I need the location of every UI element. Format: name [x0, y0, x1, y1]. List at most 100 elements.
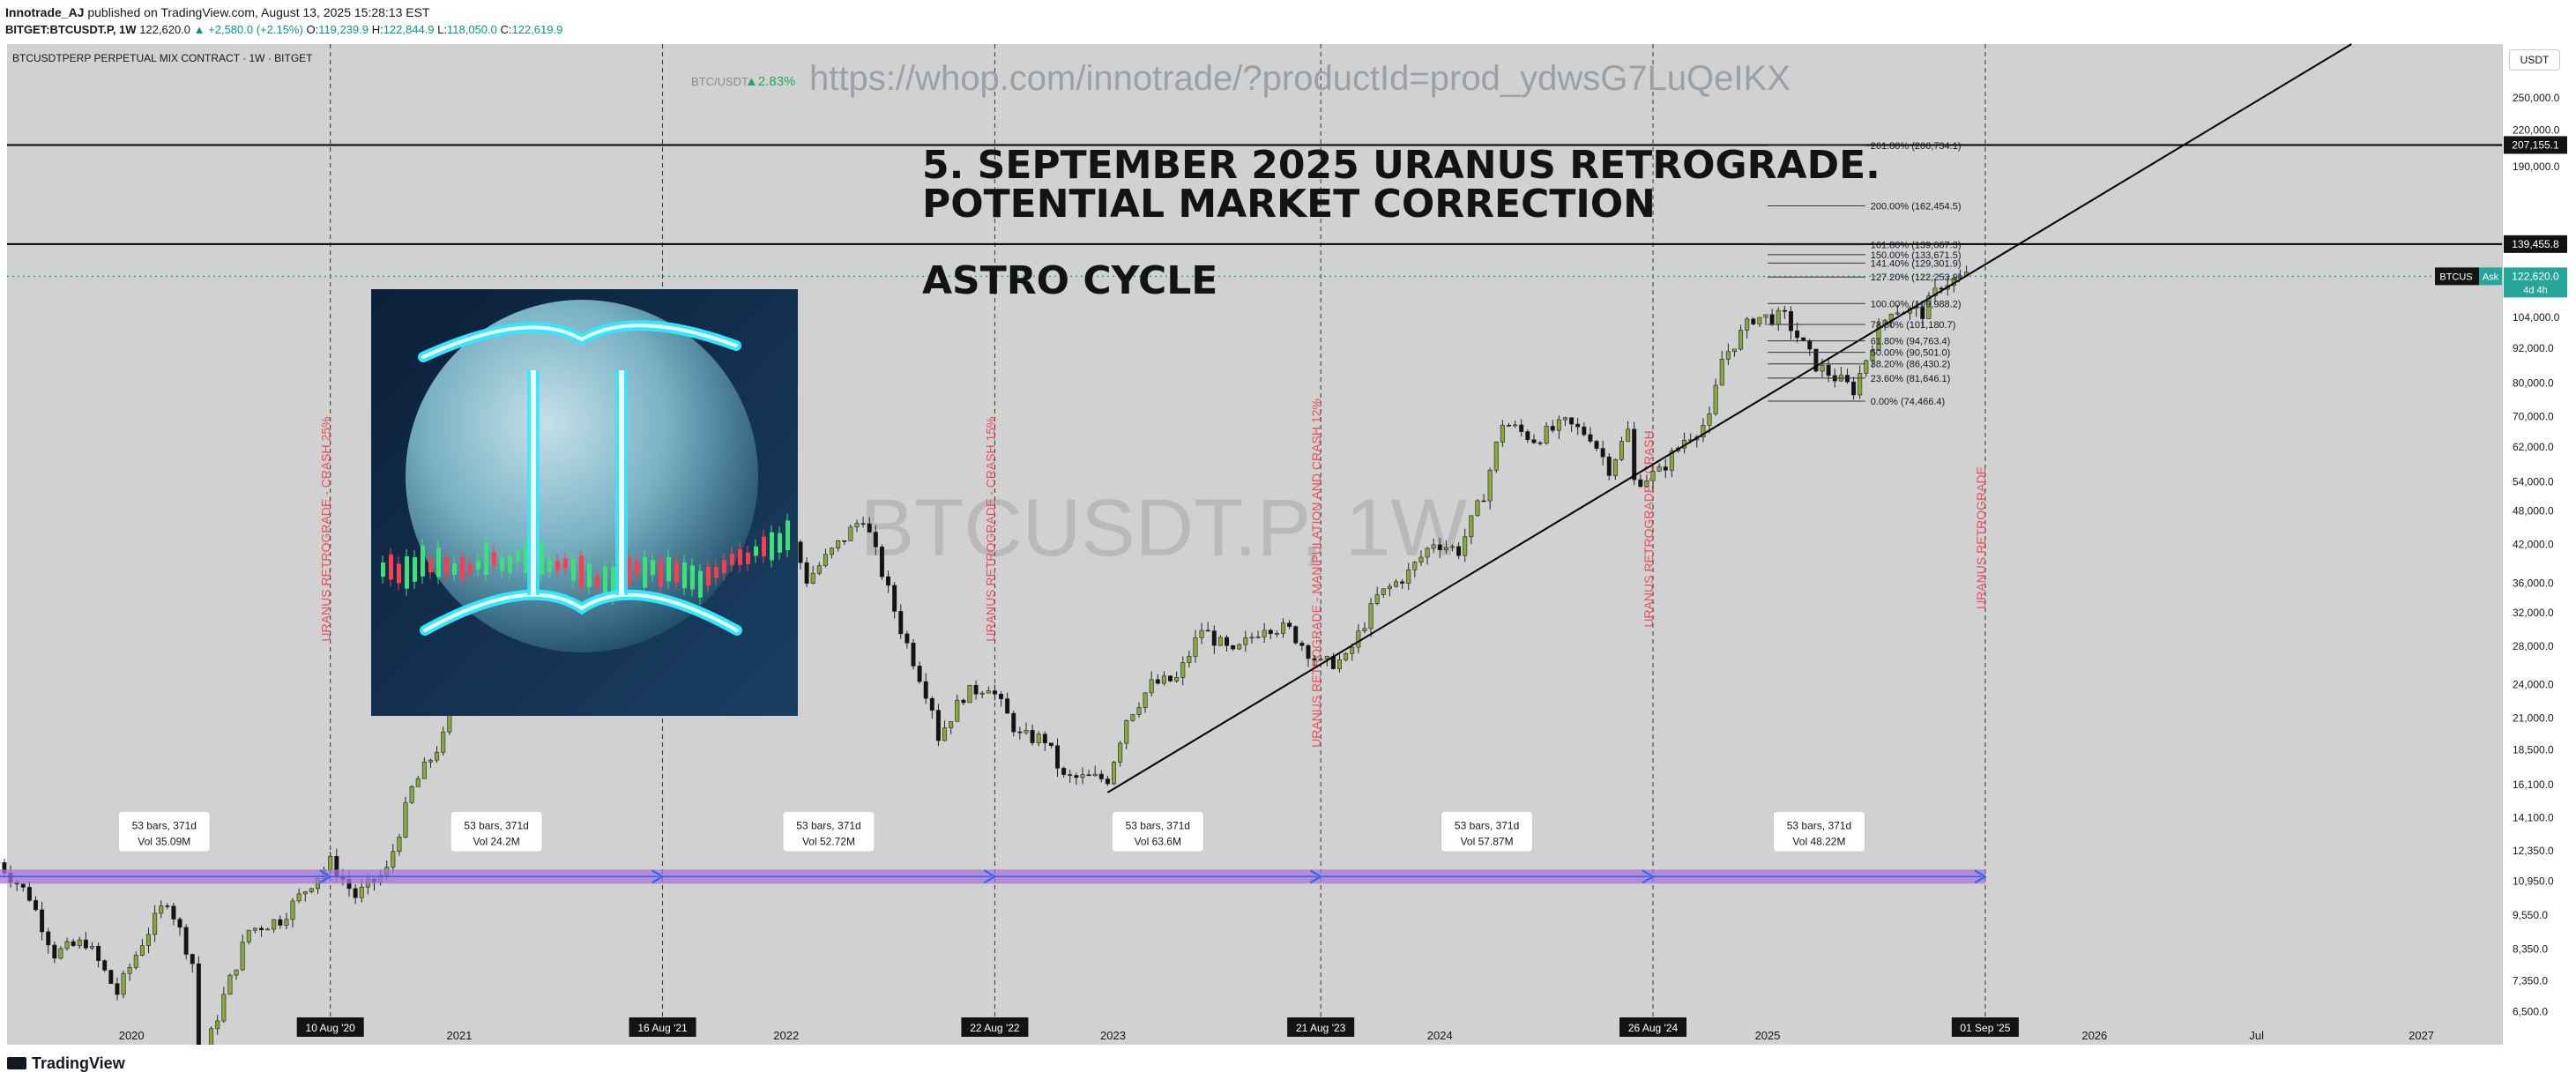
cycle-annotation: URANUS RETROGRADE - CRASH — [1642, 430, 1656, 627]
candle-body — [949, 721, 954, 728]
time-axis-marker — [961, 1017, 1029, 1037]
time-axis-tick: 2027 — [2408, 1029, 2434, 1042]
range-volume-text: Vol 52.72M — [802, 835, 855, 847]
candle-body — [848, 526, 853, 541]
candle-body — [278, 919, 283, 926]
price-axis-tick: 24,000.0 — [2513, 679, 2554, 691]
candle-body — [397, 837, 402, 853]
promo-url[interactable]: https://whop.com/innotrade/?productId=pr… — [809, 59, 1791, 98]
candle-body — [1562, 417, 1567, 421]
candle-body — [1299, 643, 1305, 646]
time-axis-marker — [629, 1017, 696, 1037]
candle-body — [1112, 762, 1117, 785]
overlays: 261.80% (206,734.1) 200.00% (162,454.5) 16… — [0, 43, 2502, 884]
candle-body — [1225, 637, 1230, 646]
candle-body — [1493, 442, 1499, 471]
current-price-tag-text: 122,620.0 — [2512, 270, 2559, 282]
candle-body — [816, 565, 822, 574]
candle-body — [1431, 544, 1436, 549]
price-axis-tick: 10,950.0 — [2513, 875, 2554, 887]
illustration-candle-body — [682, 562, 687, 589]
candle-body — [892, 585, 897, 612]
candle-body — [860, 523, 866, 525]
level-price-tag-text: 207,155.1 — [2512, 138, 2559, 151]
price-axis-tick: 104,000.0 — [2513, 311, 2560, 324]
candle-body — [1161, 675, 1166, 684]
candle-body — [1231, 644, 1236, 650]
fib-level-label: 261.80% (206,734.1) — [1871, 141, 1962, 152]
candle-body — [1556, 419, 1561, 431]
candle-body — [1143, 692, 1148, 708]
candle-body — [71, 941, 76, 946]
range-bars-text: 53 bars, 371d — [464, 819, 528, 831]
candle-body — [284, 919, 289, 926]
candle-body — [290, 900, 295, 920]
illustration-candle-body — [460, 557, 465, 579]
range-info-box — [782, 810, 875, 853]
candle-body — [979, 692, 985, 695]
time-axis-marker — [1951, 1017, 2019, 1037]
range-bars-text: 53 bars, 371d — [1787, 819, 1851, 831]
price-axis[interactable] — [2502, 44, 2576, 1045]
time-axis-marker-text: 16 Aug '21 — [637, 1022, 688, 1034]
candle-body — [1362, 628, 1367, 631]
range-volume-text: Vol 48.22M — [1792, 835, 1845, 847]
illustration-candle-body — [762, 536, 766, 557]
candle-body — [1500, 425, 1505, 443]
candle-body — [1237, 644, 1242, 650]
candle-body — [1036, 734, 1041, 743]
illustration-candle-body — [643, 556, 647, 588]
illustration-candle-body — [778, 533, 782, 553]
candle-body — [1086, 774, 1091, 777]
candle-body — [1412, 562, 1418, 570]
illustration-candle-body — [508, 555, 512, 573]
time-axis-tick: 2026 — [2081, 1029, 2107, 1042]
candle-body — [258, 927, 264, 931]
candle-body — [1619, 441, 1624, 460]
candle-body — [1155, 679, 1160, 684]
candle-body — [108, 970, 114, 984]
candle-body — [391, 851, 396, 868]
candle-body — [973, 684, 979, 695]
illustration-candle-body — [770, 532, 774, 561]
candle-body — [121, 972, 126, 995]
candle-body — [246, 929, 251, 942]
candle-body — [1807, 340, 1813, 350]
candle-body — [1795, 330, 1800, 339]
illustration-candle-body — [428, 559, 433, 573]
illustration-candle-body — [524, 543, 528, 573]
price-axis-tick: 250,000.0 — [2513, 92, 2560, 104]
time-axis-marker-text: 10 Aug '20 — [306, 1022, 356, 1034]
candle-body — [1105, 778, 1110, 785]
candle-body — [215, 1020, 220, 1030]
candle-body — [1745, 318, 1750, 331]
candle-body — [1519, 424, 1524, 432]
tradingview-logo[interactable]: TradingView — [7, 1054, 125, 1073]
candle-body — [46, 931, 51, 946]
illustration-candle-body — [595, 576, 599, 587]
candle-body — [1324, 656, 1329, 659]
illustration-candle-body — [706, 566, 711, 586]
author-name[interactable]: Innotrade_AJ — [5, 5, 85, 19]
candle-body — [1381, 588, 1386, 595]
candle-body — [1011, 712, 1016, 733]
price-axis-tick: 70,000.0 — [2513, 411, 2554, 423]
fib-level-label: 141.40% (129,301.9) — [1871, 258, 1962, 269]
currency-button[interactable]: USDT — [2509, 49, 2560, 71]
candle-body — [441, 731, 446, 753]
illustration-candle-body — [436, 547, 441, 577]
candle-body — [96, 945, 101, 961]
illustration-candle-body — [500, 557, 504, 571]
candle-body — [1575, 423, 1581, 428]
candle-body — [804, 562, 809, 584]
open-value: 119,239.9 — [318, 23, 369, 36]
time-axis-marker-text: 21 Aug '23 — [1296, 1022, 1346, 1034]
candle-body — [171, 905, 176, 920]
time-axis-tick: 2025 — [1755, 1029, 1781, 1042]
illustration-candle-body — [452, 563, 457, 575]
candle-body — [1193, 637, 1198, 657]
candle-body — [1475, 500, 1480, 517]
time-axis-marker — [296, 1017, 364, 1037]
candle-body — [1249, 637, 1254, 639]
